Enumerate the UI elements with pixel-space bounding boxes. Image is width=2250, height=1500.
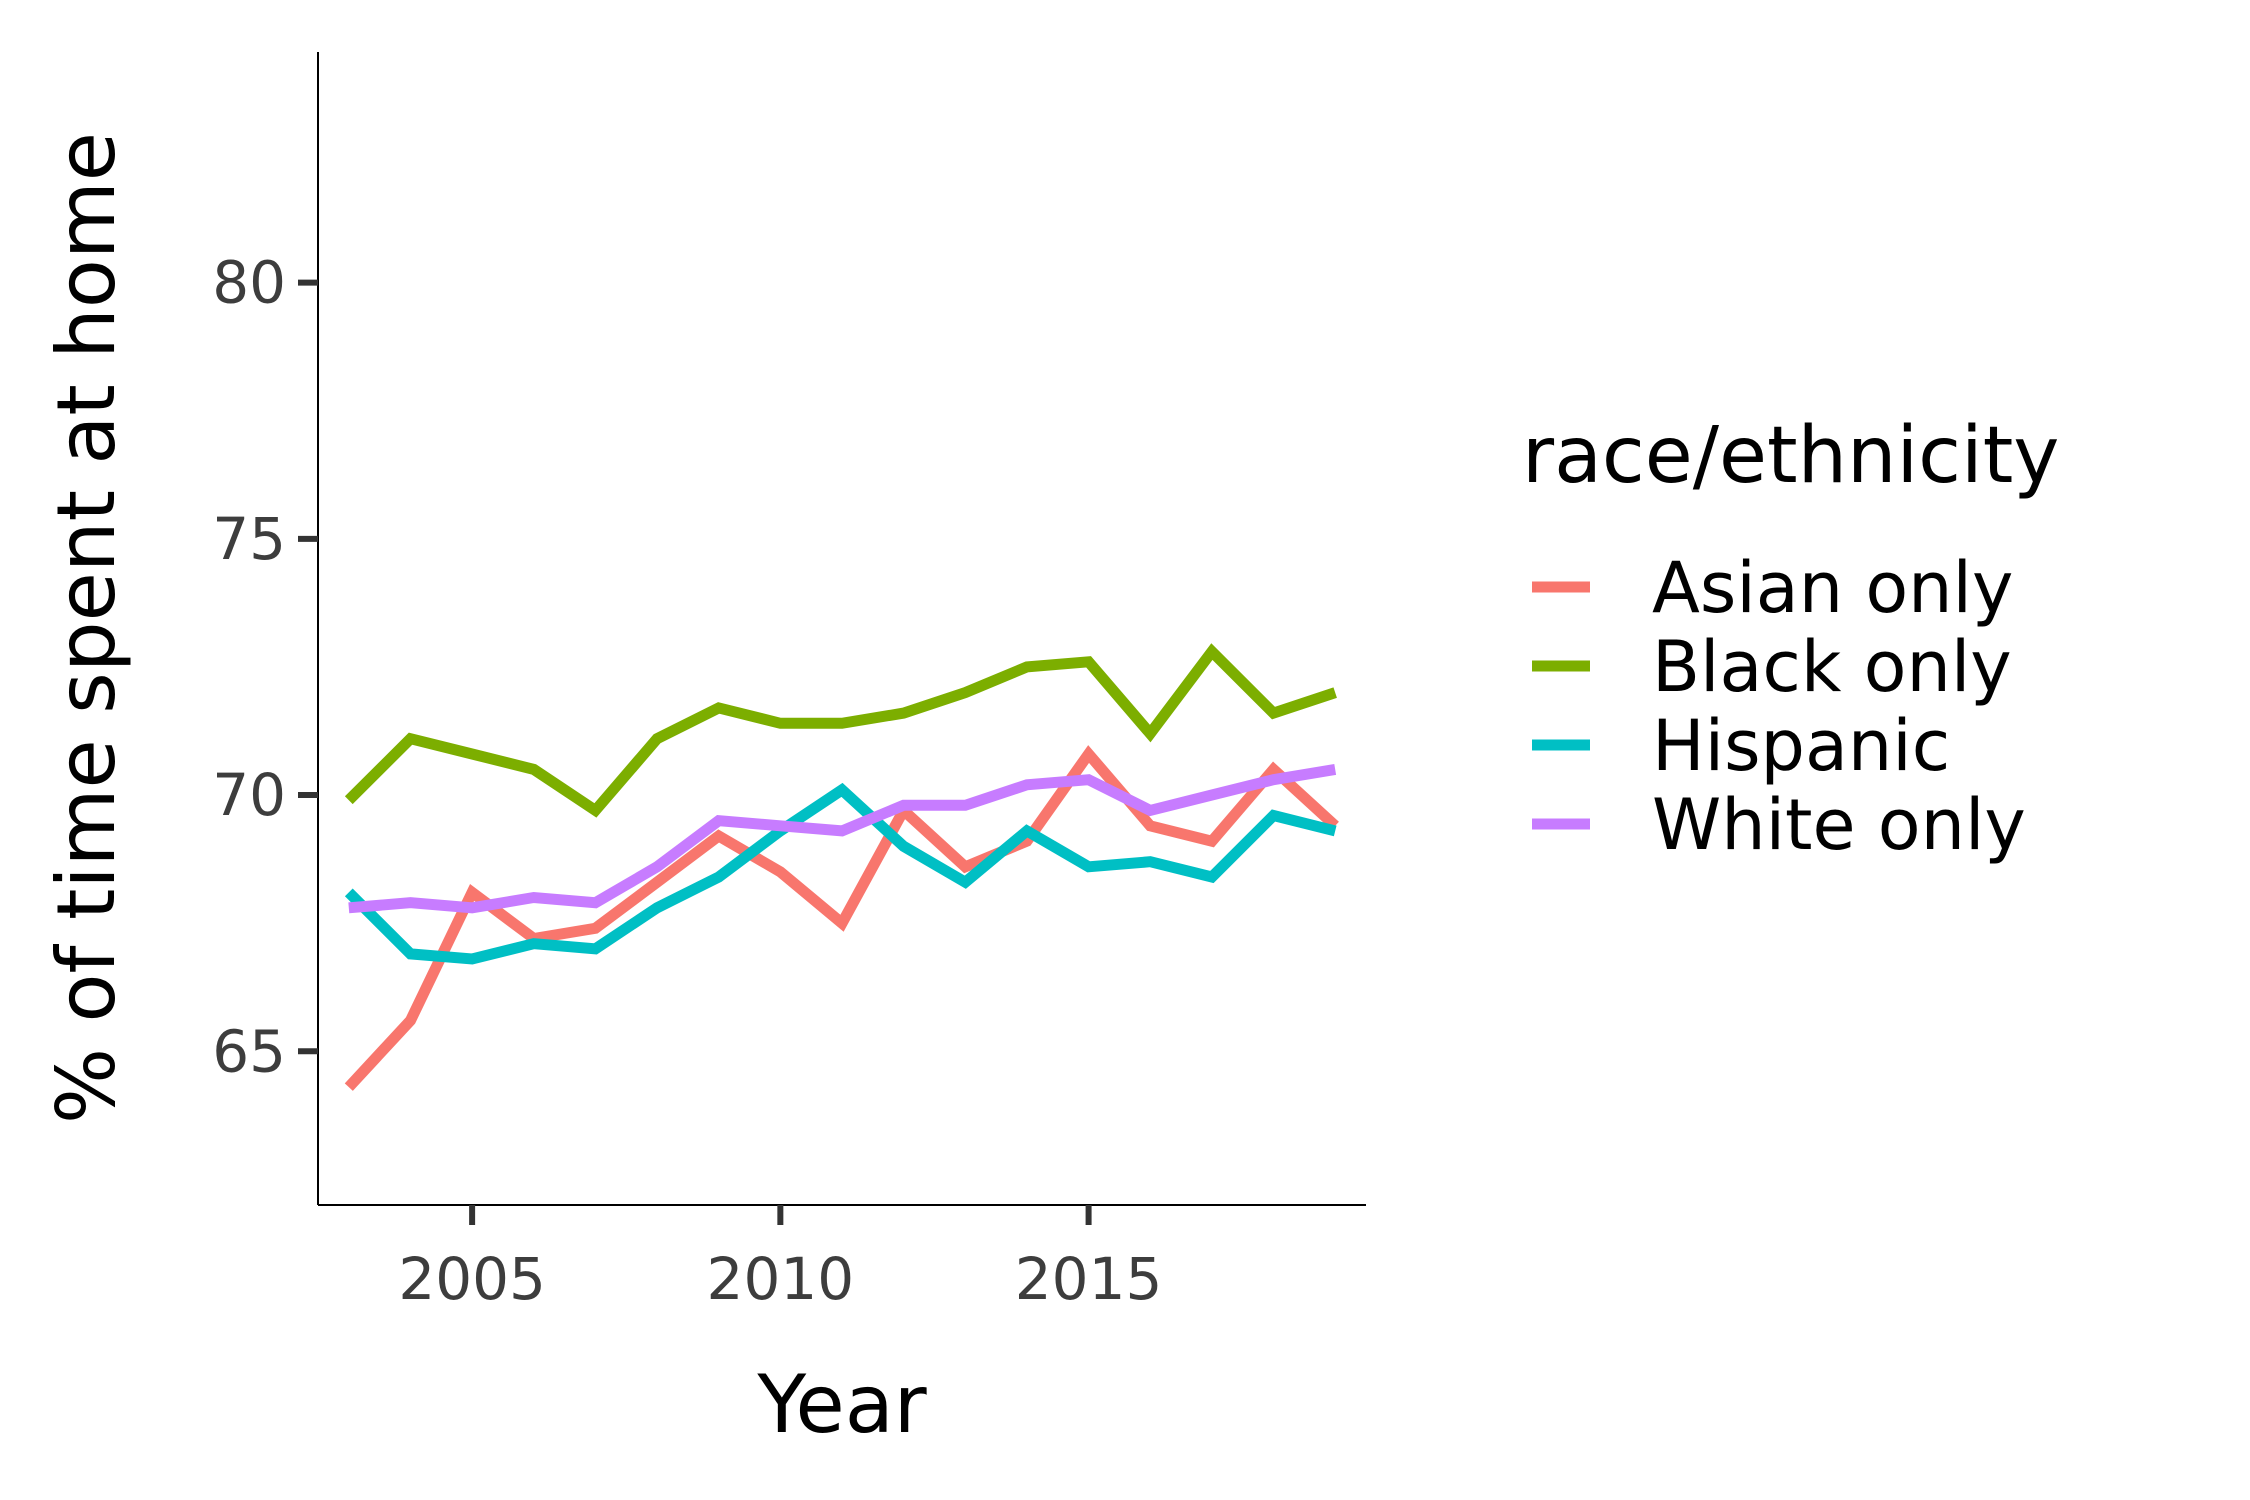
x-axis-ticks: 2005 2010 2015 [398, 1205, 1162, 1313]
series-line-hispanic [344, 782, 1337, 965]
y-axis-ticks: 65 70 75 80 [212, 249, 318, 1085]
x-tick-label: 2005 [398, 1245, 546, 1313]
x-tick-label: 2010 [707, 1245, 855, 1313]
y-tick-label: 75 [212, 505, 286, 573]
y-tick-label: 65 [212, 1017, 286, 1085]
y-tick-label: 70 [212, 761, 286, 829]
legend-label-black-only: Black only [1652, 626, 2012, 708]
x-axis-title: Year [756, 1358, 926, 1451]
y-axis-title: % of time spent at home [40, 132, 133, 1124]
series-line-white-only [348, 763, 1337, 914]
x-tick-label: 2015 [1015, 1245, 1163, 1313]
series-line-asian-only [344, 745, 1339, 1091]
series-line-black-only [344, 643, 1337, 818]
legend-title: race/ethnicity [1522, 411, 2059, 501]
legend-label-asian-only: Asian only [1652, 547, 2013, 629]
legend-label-white-only: White only [1652, 784, 2026, 866]
y-tick-label: 80 [212, 249, 286, 317]
series-lines [344, 643, 1339, 1091]
legend-label-hispanic: Hispanic [1652, 705, 1950, 787]
